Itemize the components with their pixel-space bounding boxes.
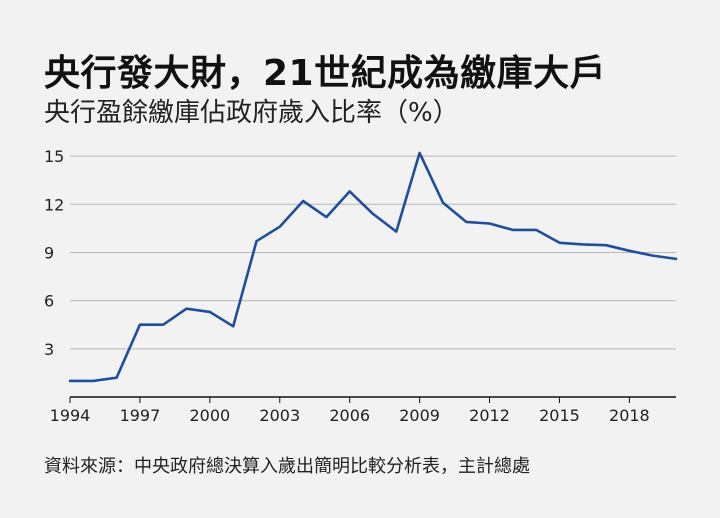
x-tick-label: 2015 — [539, 406, 580, 425]
source-note: 資料來源：中央政府總決算入歲出簡明比較分析表，主計總處 — [44, 456, 530, 477]
x-tick-label: 2006 — [329, 406, 370, 425]
x-tick-label: 2000 — [189, 406, 230, 425]
y-tick-label: 6 — [44, 292, 54, 311]
chart-subtitle: 央行盈餘繳庫佔政府歲入比率（%） — [44, 98, 459, 128]
chart-title: 央行發大財，21世紀成為繳庫大戶 — [44, 53, 607, 94]
y-tick-label: 3 — [44, 340, 54, 359]
x-tick-label: 2003 — [259, 406, 300, 425]
x-tick-label: 2009 — [399, 406, 440, 425]
series-line — [68, 151, 678, 383]
x-tick-label: 1997 — [120, 406, 161, 425]
y-tick-label: 12 — [44, 195, 64, 214]
y-tick-label: 9 — [44, 243, 54, 262]
x-tick-label: 2018 — [609, 406, 650, 425]
y-tick-label: 15 — [44, 147, 64, 166]
x-tick-label: 1994 — [50, 406, 91, 425]
x-tick-label: 2012 — [469, 406, 510, 425]
